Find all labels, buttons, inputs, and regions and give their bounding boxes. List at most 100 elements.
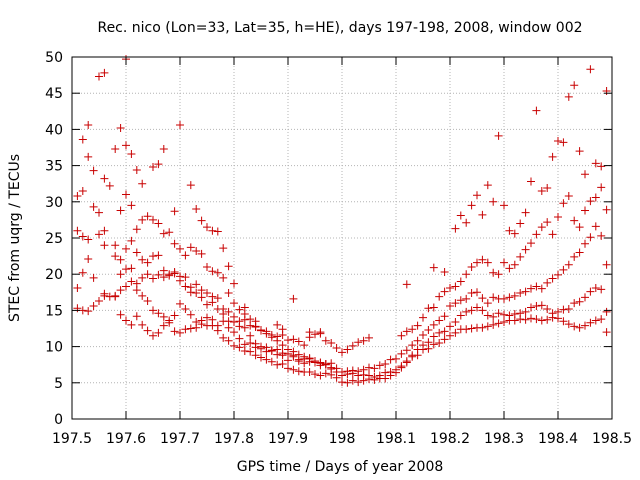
data-point <box>500 201 508 210</box>
data-point <box>186 288 195 297</box>
data-point <box>375 361 384 370</box>
data-point <box>478 255 487 264</box>
data-point <box>446 302 454 311</box>
data-point <box>213 304 222 313</box>
data-point <box>138 273 147 282</box>
data-point <box>278 341 287 350</box>
data-point <box>197 286 206 295</box>
data-point <box>278 325 287 334</box>
data-point <box>564 320 573 329</box>
data-point <box>494 319 503 328</box>
data-point <box>186 324 195 333</box>
data-point <box>402 327 411 336</box>
y-tick-label: 40 <box>45 122 63 138</box>
data-point <box>230 279 238 288</box>
data-point <box>213 294 222 303</box>
data-point <box>462 270 471 279</box>
data-point <box>451 224 460 233</box>
data-point <box>138 291 147 300</box>
x-tick-label: 197.9 <box>268 431 308 447</box>
data-point <box>483 181 492 190</box>
data-point <box>456 211 465 220</box>
data-point <box>483 299 492 308</box>
data-point <box>516 252 525 261</box>
y-tick-label: 20 <box>45 267 63 283</box>
data-point <box>246 315 255 324</box>
data-point <box>257 326 265 335</box>
data-point <box>165 270 174 279</box>
data-point <box>203 289 211 298</box>
data-point <box>132 225 141 234</box>
data-point <box>510 260 519 269</box>
grid-lines <box>72 57 612 419</box>
data-point <box>262 329 271 338</box>
series-arc-f <box>84 55 611 338</box>
data-point <box>143 212 152 221</box>
data-point <box>570 81 579 90</box>
data-point <box>446 331 454 340</box>
data-point <box>122 190 130 199</box>
data-point <box>257 353 265 362</box>
data-point <box>159 266 168 275</box>
data-point <box>89 166 98 175</box>
data-point <box>554 307 562 316</box>
data-point <box>111 241 120 250</box>
data-point <box>240 303 249 312</box>
data-point <box>532 106 541 115</box>
data-point <box>149 252 157 261</box>
data-point <box>365 363 373 372</box>
data-point <box>78 135 87 144</box>
data-point <box>392 354 400 363</box>
data-point <box>532 315 541 324</box>
data-point <box>500 317 508 326</box>
data-point <box>597 315 606 324</box>
data-point <box>321 369 330 378</box>
data-point <box>521 245 530 254</box>
data-point <box>170 239 179 248</box>
data-point <box>537 223 546 232</box>
data-point <box>381 368 390 377</box>
data-point <box>516 309 525 318</box>
data-point <box>170 311 179 320</box>
data-point <box>586 233 595 242</box>
data-point <box>154 328 163 337</box>
data-point <box>267 333 276 342</box>
data-point <box>127 277 136 286</box>
data-point <box>402 280 411 289</box>
data-point <box>240 340 249 349</box>
data-point <box>451 282 460 291</box>
data-point <box>559 199 568 208</box>
data-point <box>575 297 584 306</box>
data-point <box>246 347 255 356</box>
data-point <box>440 312 449 321</box>
data-point <box>365 371 373 380</box>
data-point <box>521 307 530 316</box>
y-tick-label: 45 <box>45 86 63 102</box>
data-point <box>505 264 514 273</box>
data-point <box>230 341 238 350</box>
data-point <box>159 312 168 321</box>
data-point <box>300 352 309 361</box>
data-point <box>84 121 93 130</box>
data-point <box>591 316 600 325</box>
data-point <box>532 282 541 291</box>
data-point <box>505 293 514 302</box>
data-point <box>197 216 206 225</box>
data-point <box>473 258 481 267</box>
data-point <box>408 351 417 360</box>
data-point <box>159 229 168 238</box>
data-point <box>132 286 141 295</box>
data-point <box>316 371 325 380</box>
data-point <box>203 300 211 309</box>
data-point <box>435 338 444 347</box>
y-axis-ticks: 0 5 10 15 20 25 30 35 40 45 50 <box>45 50 612 428</box>
data-point <box>111 252 120 261</box>
data-point <box>127 264 136 273</box>
data-point <box>543 184 552 193</box>
data-point <box>591 283 600 292</box>
y-axis-label: STEC from uqrg / TECUs <box>7 154 23 322</box>
data-point <box>192 247 201 256</box>
x-tick-label: 198.3 <box>484 431 524 447</box>
data-point <box>413 345 422 354</box>
data-point <box>532 230 541 239</box>
